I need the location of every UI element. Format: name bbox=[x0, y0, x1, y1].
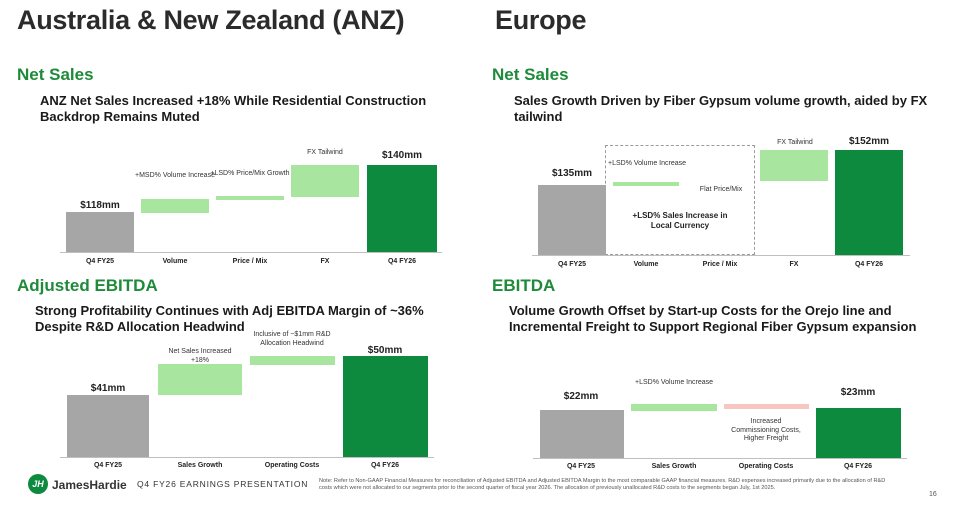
anz-ns-ann-volume: +MSD% Volume Increase bbox=[135, 172, 215, 179]
europe-ns-start-value: $135mm bbox=[551, 168, 593, 179]
europe-ns-ann-price: Flat Price/Mix bbox=[699, 186, 743, 193]
anz-eb-end-value: $50mm bbox=[367, 345, 403, 356]
europe-eb-cat-1: Sales Growth bbox=[651, 463, 697, 470]
europe-ns-cat-0: Q4 FY25 bbox=[557, 261, 586, 268]
anz-eb-ann-sales: Net Sales Increased +18% bbox=[168, 348, 232, 364]
page-number: 16 bbox=[929, 491, 937, 498]
europe-eb-bar-q4fy26 bbox=[816, 408, 901, 458]
anz-eb-cat-0: Q4 FY25 bbox=[93, 462, 122, 469]
europe-eb-cat-3: Q4 FY26 bbox=[843, 463, 872, 470]
europe-title: Europe bbox=[495, 5, 587, 35]
anz-eb-bar-q4fy25 bbox=[67, 395, 149, 457]
anz-title: Australia & New Zealand (ANZ) bbox=[17, 5, 405, 35]
anz-ns-ann-price: +LSD% Price/Mix Growth bbox=[210, 170, 290, 177]
europe-eb-ann-volume: +LSD% Volume Increase bbox=[634, 379, 713, 386]
europe-ns-bar-q4fy25 bbox=[538, 185, 606, 255]
footer-note: Note: Refer to Non-GAAP Financial Measur… bbox=[319, 478, 886, 491]
europe-ns-cat-2: Price / Mix bbox=[702, 261, 738, 268]
anz-ebitda-heading: Adjusted EBITDA bbox=[17, 276, 158, 295]
europe-eb-cat-2: Operating Costs bbox=[738, 463, 794, 470]
anz-eb-bar-q4fy26 bbox=[343, 356, 428, 457]
anz-ns-cat-1: Volume bbox=[162, 258, 188, 265]
anz-ns-bar-price bbox=[216, 196, 284, 200]
anz-ns-cat-3: FX bbox=[320, 258, 330, 265]
anz-ns-bar-volume bbox=[141, 199, 209, 213]
james-hardie-logo-text: JamesHardie bbox=[52, 478, 127, 492]
anz-net-sales-heading: Net Sales bbox=[17, 65, 94, 84]
anz-eb-bar-sales-growth bbox=[158, 364, 242, 395]
anz-eb-baseline bbox=[60, 457, 434, 458]
europe-ebitda-heading: EBITDA bbox=[492, 276, 556, 295]
anz-ns-bar-q4fy26 bbox=[367, 165, 437, 252]
europe-eb-end-value: $23mm bbox=[840, 387, 876, 398]
europe-eb-baseline bbox=[533, 458, 907, 459]
anz-ns-start-value: $118mm bbox=[80, 200, 120, 211]
europe-ebitda-subtitle: Volume Growth Offset by Start-up Costs f… bbox=[509, 303, 917, 334]
europe-ns-baseline bbox=[532, 255, 910, 256]
footer-presentation-title: Q4 FY26 EARNINGS PRESENTATION bbox=[137, 479, 309, 489]
europe-net-sales-heading: Net Sales bbox=[492, 65, 569, 84]
anz-eb-ann-costs: Inclusive of ~$1mm R&D Allocation Headwi… bbox=[253, 331, 331, 347]
europe-ns-ann-volume: +LSD% Volume Increase bbox=[607, 160, 686, 167]
europe-ns-bar-fx bbox=[760, 150, 828, 181]
europe-eb-bar-operating-costs bbox=[724, 404, 809, 409]
europe-ns-bar-q4fy26 bbox=[835, 150, 903, 255]
anz-ns-bar-q4fy25 bbox=[66, 212, 134, 252]
anz-eb-start-value: $41mm bbox=[90, 383, 126, 394]
europe-eb-start-value: $22mm bbox=[563, 391, 599, 402]
europe-ns-ann-fx: FX Tailwind bbox=[777, 139, 813, 146]
europe-ns-cat-4: Q4 FY26 bbox=[854, 261, 883, 268]
europe-eb-ann-costs: Increased Commissioning Costs, Higher Fr… bbox=[731, 418, 801, 442]
anz-ns-bar-fx bbox=[291, 165, 359, 197]
europe-ns-cat-3: FX bbox=[789, 261, 799, 268]
anz-net-sales-subtitle: ANZ Net Sales Increased +18% While Resid… bbox=[40, 93, 427, 124]
europe-eb-cat-0: Q4 FY25 bbox=[566, 463, 595, 470]
europe-eb-bar-q4fy25 bbox=[540, 410, 624, 458]
anz-ns-ann-fx: FX Tailwind bbox=[307, 149, 343, 156]
europe-eb-bar-sales-growth bbox=[631, 404, 717, 411]
anz-ns-cat-4: Q4 FY26 bbox=[387, 258, 416, 265]
anz-eb-bar-operating-costs bbox=[250, 356, 335, 365]
anz-ns-baseline bbox=[60, 252, 442, 253]
anz-eb-cat-3: Q4 FY26 bbox=[370, 462, 399, 469]
europe-ns-cat-1: Volume bbox=[633, 261, 659, 268]
anz-ebitda-subtitle: Strong Profitability Continues with Adj … bbox=[35, 303, 424, 334]
james-hardie-logo-icon: JH bbox=[28, 474, 48, 494]
anz-eb-cat-2: Operating Costs bbox=[264, 462, 320, 469]
europe-ns-end-value: $152mm bbox=[848, 136, 890, 147]
anz-ns-end-value: $140mm bbox=[381, 150, 423, 161]
anz-ns-cat-0: Q4 FY25 bbox=[85, 258, 114, 265]
europe-ns-bar-volume bbox=[613, 182, 679, 186]
europe-net-sales-subtitle: Sales Growth Driven by Fiber Gypsum volu… bbox=[514, 93, 928, 124]
anz-eb-cat-1: Sales Growth bbox=[177, 462, 223, 469]
europe-ns-box-text: +LSD% Sales Increase in Local Currency bbox=[632, 211, 728, 230]
anz-ns-cat-2: Price / Mix bbox=[232, 258, 268, 265]
